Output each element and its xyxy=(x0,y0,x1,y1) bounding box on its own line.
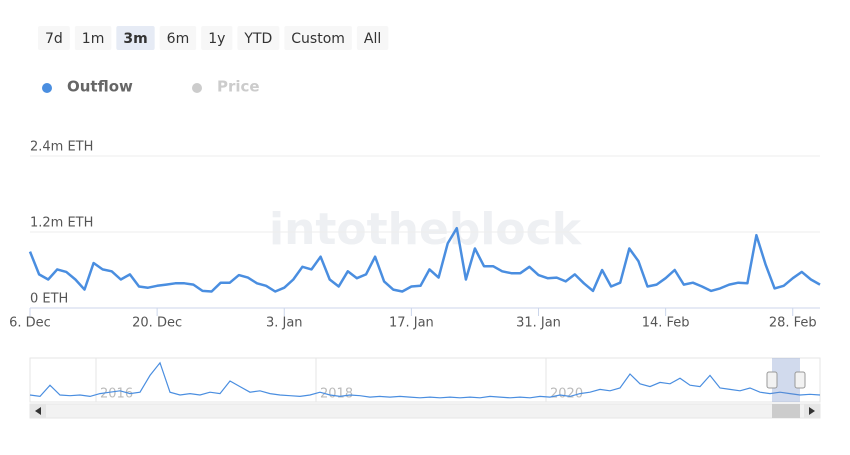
legend-marker[interactable] xyxy=(42,83,52,93)
scrollbar-track[interactable] xyxy=(29,403,821,419)
x-tick-label: 17. Jan xyxy=(389,316,434,331)
range-button-label[interactable]: 6m xyxy=(167,31,190,47)
range-button-label[interactable]: 7d xyxy=(45,31,63,47)
range-button[interactable] xyxy=(201,26,233,50)
navigator-label: 2020 xyxy=(550,387,583,402)
x-tick-label: 31. Jan xyxy=(516,316,561,331)
navigator-handle[interactable] xyxy=(766,371,778,389)
navigator-frame xyxy=(29,357,821,403)
range-button[interactable] xyxy=(159,26,197,50)
x-tick-label: 14. Feb xyxy=(642,316,690,331)
range-button[interactable] xyxy=(284,26,352,50)
range-button-label[interactable]: All xyxy=(364,31,381,47)
watermark: intotheblock xyxy=(269,204,583,255)
range-button-label[interactable]: 3m xyxy=(123,31,147,47)
range-button-label[interactable]: 1m xyxy=(82,31,105,47)
y-tick-label: 0 ETH xyxy=(30,292,68,307)
range-button-label[interactable]: Custom xyxy=(291,31,345,47)
x-tick-label: 6. Dec xyxy=(9,316,51,331)
x-tick-label: 20. Dec xyxy=(132,316,182,331)
range-button[interactable] xyxy=(38,26,70,50)
navigator-label: 2016 xyxy=(100,387,133,402)
legend-label[interactable]: Outflow xyxy=(67,78,133,96)
range-button[interactable] xyxy=(74,26,112,50)
x-tick-label: 28. Feb xyxy=(769,316,817,331)
scroll-left-arrow xyxy=(35,407,41,415)
range-button-label[interactable]: 1y xyxy=(208,31,225,47)
legend-marker[interactable] xyxy=(192,83,202,93)
range-button-label[interactable]: YTD xyxy=(243,31,272,47)
range-button[interactable] xyxy=(116,26,155,50)
x-tick-label: 3. Jan xyxy=(266,316,303,331)
legend-label[interactable]: Price xyxy=(217,78,260,96)
navigator-label: 2018 xyxy=(320,387,353,402)
y-tick-label: 2.4m ETH xyxy=(30,140,93,155)
range-button[interactable] xyxy=(237,26,280,50)
range-button[interactable] xyxy=(356,26,389,50)
scrollbar-thumb[interactable] xyxy=(772,404,800,418)
scroll-right-arrow xyxy=(809,407,815,415)
y-tick-label: 1.2m ETH xyxy=(30,216,93,231)
series-line xyxy=(28,226,821,293)
navigator-handle[interactable] xyxy=(794,371,806,389)
navigator-line xyxy=(29,361,821,399)
